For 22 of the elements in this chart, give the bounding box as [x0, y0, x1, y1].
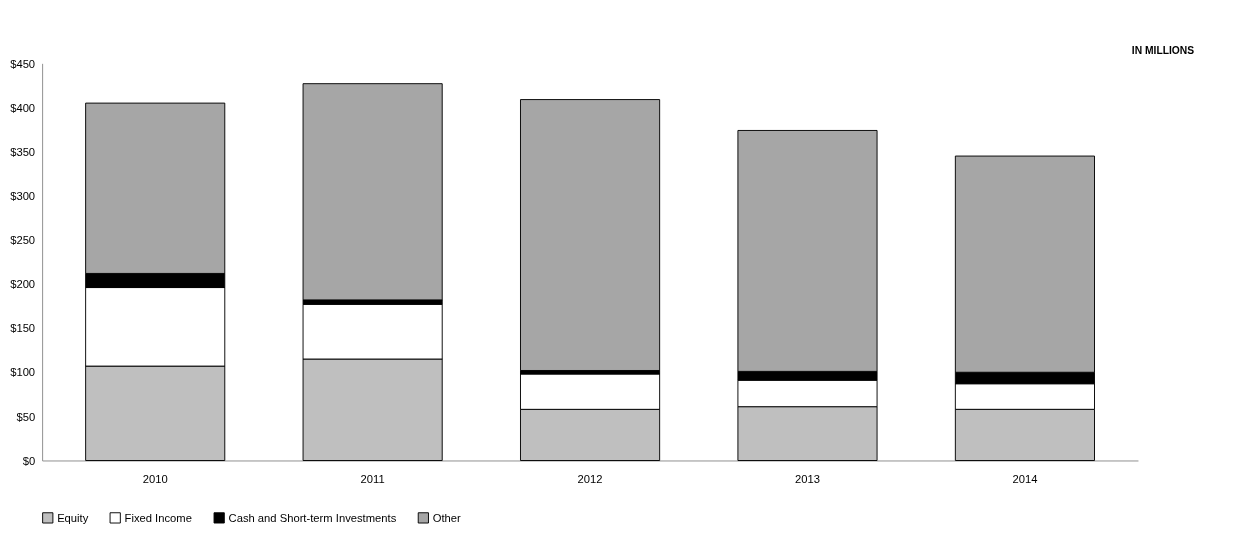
y-tick-label: $50	[16, 410, 36, 423]
x-tick-label: 2011	[360, 472, 385, 485]
y-tick-label: $400	[10, 101, 36, 114]
x-tick-label: 2013	[795, 472, 820, 485]
legend-label: Cash and Short-term Investments	[228, 511, 397, 524]
bar	[302, 83, 443, 301]
bar	[520, 99, 661, 371]
legend-label: Other	[432, 511, 462, 524]
y-tick-label: $100	[10, 366, 36, 379]
text: IN MILLIONS	[1131, 45, 1195, 57]
y-tick-label: $150	[10, 322, 36, 335]
legend-label: Equity	[57, 511, 89, 524]
legend-label: Fixed Income	[124, 511, 192, 524]
y-tick-label: $450	[10, 57, 36, 70]
y-tick-label: $350	[10, 145, 36, 158]
x-tick-label: 2014	[1012, 472, 1038, 485]
y-tick-label: $0	[22, 454, 36, 467]
y-tick-label: $300	[10, 189, 36, 202]
y-tick-label: $200	[10, 278, 36, 291]
x-tick-label: 2012	[577, 472, 603, 485]
x-tick-label: 2010	[142, 472, 168, 485]
y-tick-label: $250	[10, 234, 36, 247]
